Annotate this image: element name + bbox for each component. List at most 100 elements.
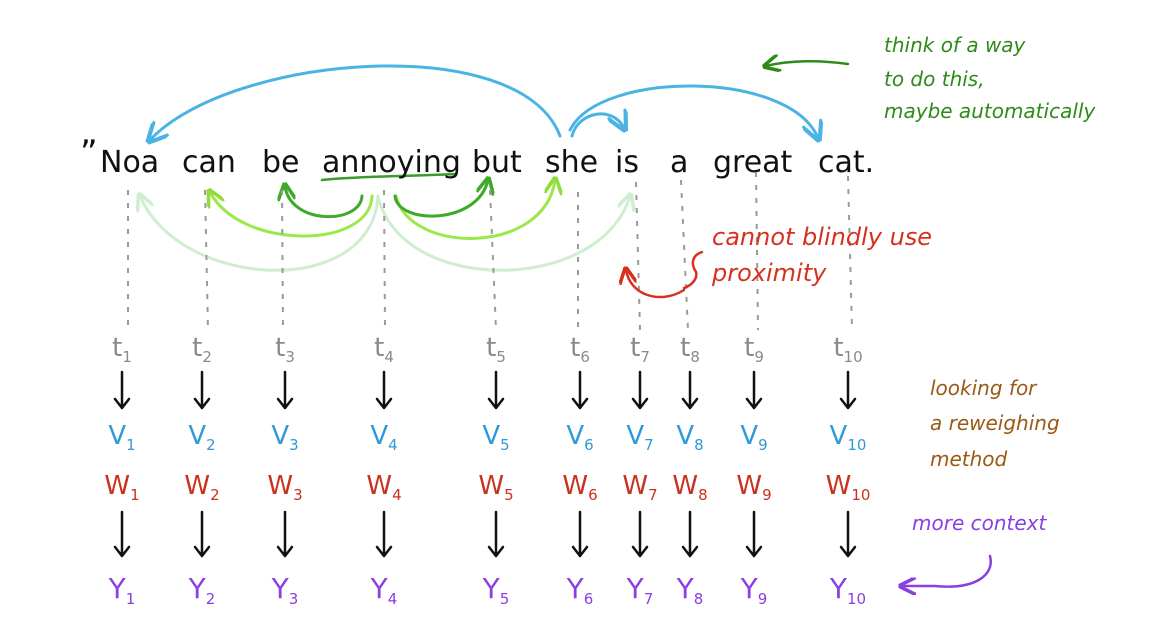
token-w: W6 bbox=[562, 471, 597, 504]
token-v: V7 bbox=[626, 421, 653, 454]
token-y: Y10 bbox=[829, 572, 866, 608]
note-automatic-arrow bbox=[766, 61, 850, 66]
token-column: t4 V4 W4 Y4 bbox=[366, 333, 401, 608]
note-automatic-line-3: maybe automatically bbox=[884, 99, 1096, 123]
word-but: but bbox=[472, 145, 522, 180]
arc-she-to-is bbox=[570, 114, 624, 138]
note-automatic-line-1: think of a way bbox=[884, 33, 1027, 57]
arc-annoying-to-she bbox=[394, 180, 555, 240]
token-t: t3 bbox=[275, 333, 295, 366]
down-arrow-icon bbox=[631, 370, 649, 410]
token-column: t6 V6 W6 Y6 bbox=[562, 333, 597, 608]
attention-arcs-dark bbox=[285, 180, 488, 218]
down-arrow-icon bbox=[681, 370, 699, 410]
arc-annoying-to-but bbox=[393, 180, 488, 218]
token-t: t4 bbox=[374, 333, 394, 366]
note-reweighing: looking for a reweighing method bbox=[930, 376, 1060, 471]
token-w: W2 bbox=[184, 471, 219, 504]
attention-arcs-mid bbox=[210, 180, 555, 240]
token-y: Y2 bbox=[188, 572, 216, 608]
down-arrow-icon bbox=[113, 510, 131, 558]
arc-she-to-cat bbox=[568, 84, 818, 138]
token-t: t10 bbox=[833, 333, 862, 366]
annoying-underline bbox=[320, 172, 457, 182]
token-v: V2 bbox=[188, 421, 215, 454]
token-t: t1 bbox=[112, 333, 132, 366]
token-columns: t1 V1 W1 Y1 t2 V2 W2 Y2 t3 V3 W3 Y3 t4 V4 W4 Y4 t5 V5 W5 Y5… bbox=[104, 333, 870, 608]
token-y: Y1 bbox=[108, 572, 136, 608]
note-proximity-line-2: proximity bbox=[711, 259, 827, 287]
word-she: she bbox=[545, 145, 598, 180]
arc-annoying-to-noa-light bbox=[140, 196, 380, 272]
note-proximity-brace bbox=[682, 250, 704, 290]
down-arrow-icon bbox=[631, 510, 649, 558]
down-arrow-icon bbox=[745, 370, 763, 410]
token-column: t9 V9 W9 Y9 bbox=[736, 333, 771, 608]
down-arrow-icon bbox=[487, 510, 505, 558]
token-w: W1 bbox=[104, 471, 139, 504]
note-context: more context bbox=[912, 511, 1047, 535]
down-arrow-icon bbox=[839, 370, 857, 410]
down-arrow-icon bbox=[193, 510, 211, 558]
token-w: W8 bbox=[672, 471, 707, 504]
token-column: t5 V5 W5 Y5 bbox=[478, 333, 513, 608]
token-dash-lines bbox=[127, 171, 853, 331]
down-arrow-icon bbox=[745, 510, 763, 558]
token-w: W4 bbox=[366, 471, 401, 504]
note-proximity-arrow bbox=[626, 270, 686, 299]
token-w: W10 bbox=[826, 471, 871, 504]
down-arrow-icon bbox=[276, 510, 294, 558]
note-proximity: cannot blindly use proximity bbox=[711, 223, 932, 287]
word-cat: cat. bbox=[818, 145, 874, 180]
open-quote: ” bbox=[80, 133, 98, 173]
word-be: be bbox=[262, 145, 300, 180]
token-v: V5 bbox=[482, 421, 509, 454]
word-great: great bbox=[713, 145, 793, 180]
token-t: t6 bbox=[570, 333, 590, 366]
attention-arcs-blue bbox=[150, 64, 818, 140]
sentence: ” Noa can be annoying but she is a great… bbox=[80, 133, 874, 180]
word-annoying: annoying bbox=[322, 145, 461, 180]
token-y: Y3 bbox=[271, 572, 299, 608]
note-context-arrow bbox=[902, 554, 992, 587]
token-v: V8 bbox=[676, 421, 703, 454]
token-v: V3 bbox=[271, 421, 298, 454]
token-t: t9 bbox=[744, 333, 764, 366]
token-v: V10 bbox=[830, 421, 867, 454]
token-y: Y9 bbox=[740, 572, 768, 608]
down-arrow-icon bbox=[276, 370, 294, 410]
token-column: t7 V7 W7 Y7 bbox=[622, 333, 657, 608]
token-y: Y5 bbox=[482, 572, 510, 608]
token-y: Y4 bbox=[370, 572, 398, 608]
token-t: t7 bbox=[630, 333, 650, 366]
down-arrow-icon bbox=[375, 370, 393, 410]
arc-annoying-to-be bbox=[285, 186, 364, 218]
down-arrow-icon bbox=[571, 510, 589, 558]
word-a: a bbox=[670, 145, 688, 180]
word-can: can bbox=[182, 145, 236, 180]
word-is: is bbox=[615, 145, 639, 180]
note-reweighing-line-1: looking for bbox=[930, 376, 1038, 400]
note-proximity-line-1: cannot blindly use bbox=[712, 223, 932, 251]
note-automatic: think of a way to do this, maybe automat… bbox=[884, 33, 1096, 123]
arc-annoying-to-can bbox=[210, 192, 374, 238]
down-arrow-icon bbox=[487, 370, 505, 410]
down-arrow-icon bbox=[113, 370, 131, 410]
token-column: t10 V10 W10 Y10 bbox=[826, 333, 871, 608]
attention-arcs-light bbox=[140, 196, 630, 272]
note-reweighing-line-3: method bbox=[930, 447, 1008, 471]
down-arrow-icon bbox=[375, 510, 393, 558]
token-y: Y7 bbox=[626, 572, 654, 608]
token-column: t8 V8 W8 Y8 bbox=[672, 333, 707, 608]
token-t: t2 bbox=[192, 333, 212, 366]
word-noa: Noa bbox=[100, 145, 159, 180]
token-y: Y8 bbox=[676, 572, 704, 608]
token-column: t2 V2 W2 Y2 bbox=[184, 333, 219, 608]
token-v: V9 bbox=[740, 421, 767, 454]
token-w: W5 bbox=[478, 471, 513, 504]
token-v: V1 bbox=[108, 421, 135, 454]
down-arrow-icon bbox=[839, 510, 857, 558]
token-v: V4 bbox=[370, 421, 397, 454]
down-arrow-icon bbox=[571, 370, 589, 410]
